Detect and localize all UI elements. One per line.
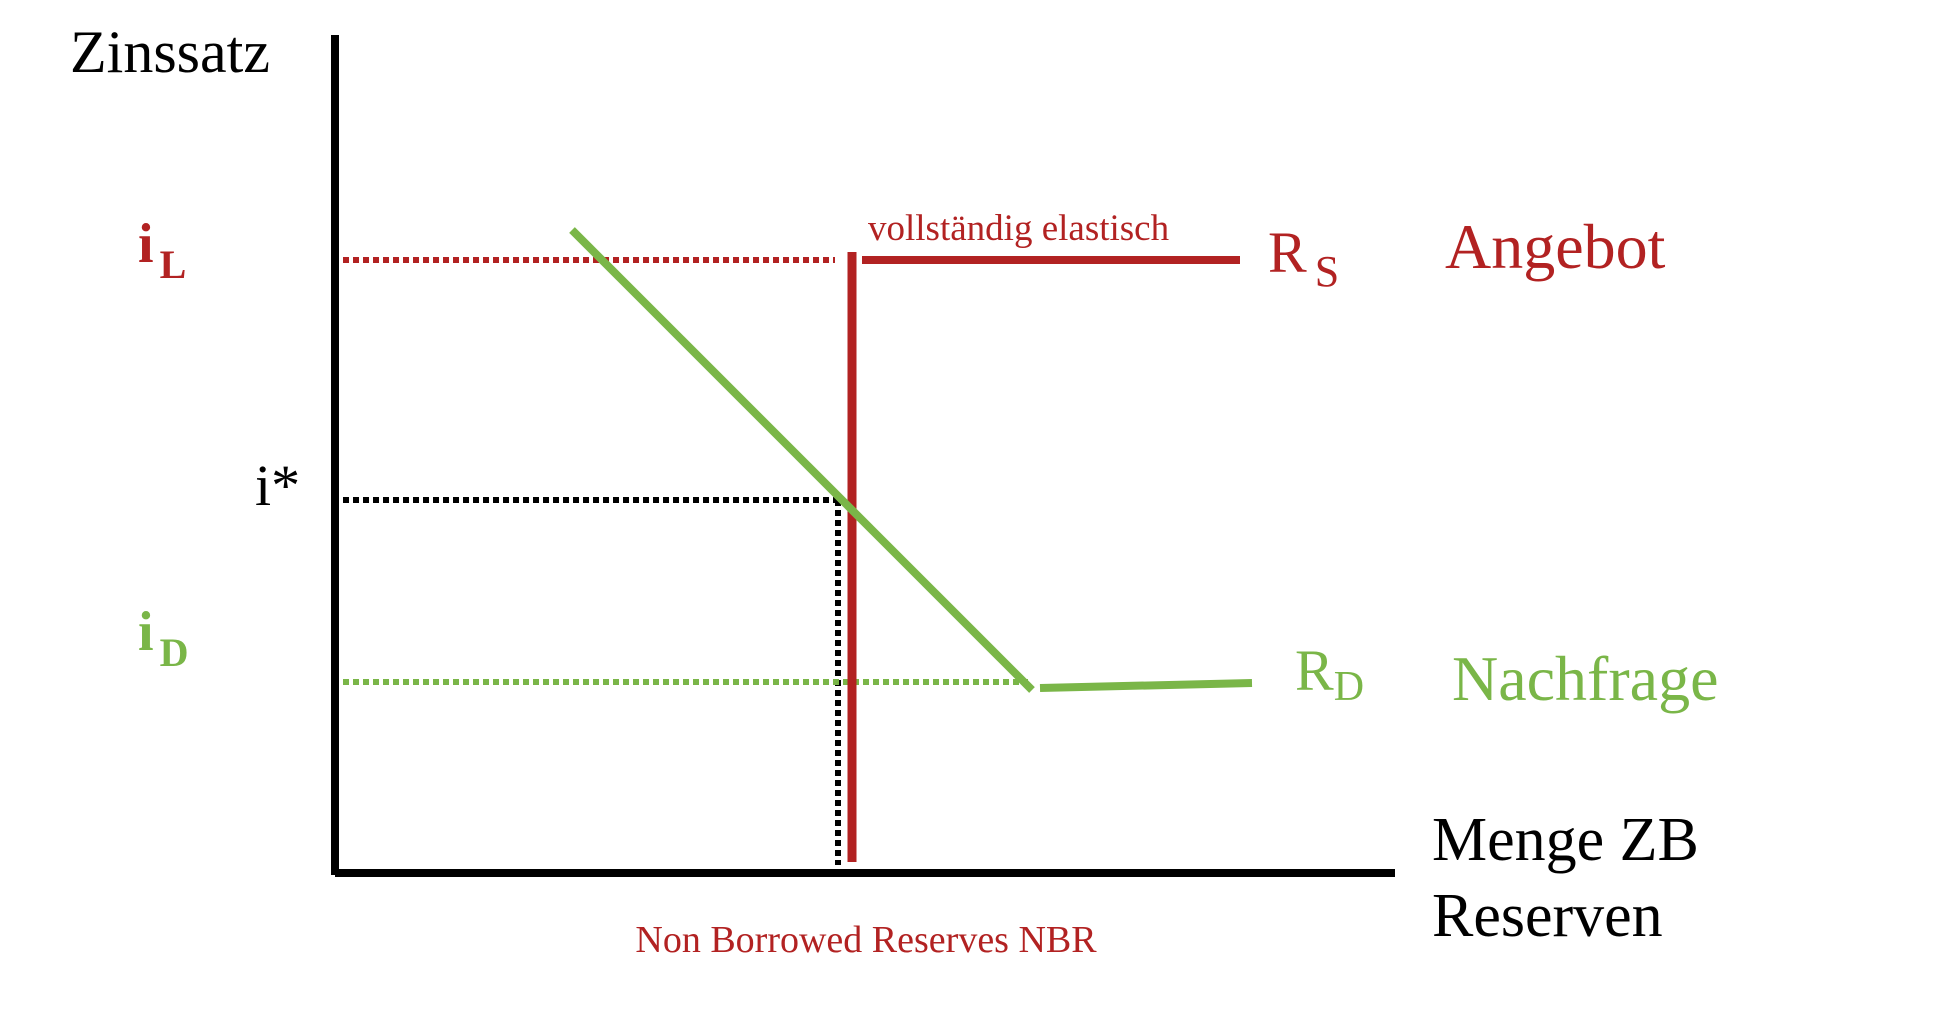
supply-annotation: vollständig elastisch: [868, 208, 1170, 249]
demand-curve-sloped: [569, 227, 1035, 693]
i-star-label: i*: [255, 453, 300, 518]
nbr-label: Non Borrowed Reserves NBR: [635, 919, 1097, 961]
x-axis-label-line1: Menge ZB: [1432, 806, 1699, 874]
demand-curve-horizontal: [1039, 679, 1253, 692]
y-axis-label: Zinssatz: [70, 19, 270, 85]
demand-curve-label: RD: [1295, 638, 1364, 710]
supply-legend: Angebot: [1445, 211, 1666, 282]
demand-legend: Nachfrage: [1452, 643, 1718, 714]
x-axis-label-line2: Reserven: [1432, 882, 1663, 950]
